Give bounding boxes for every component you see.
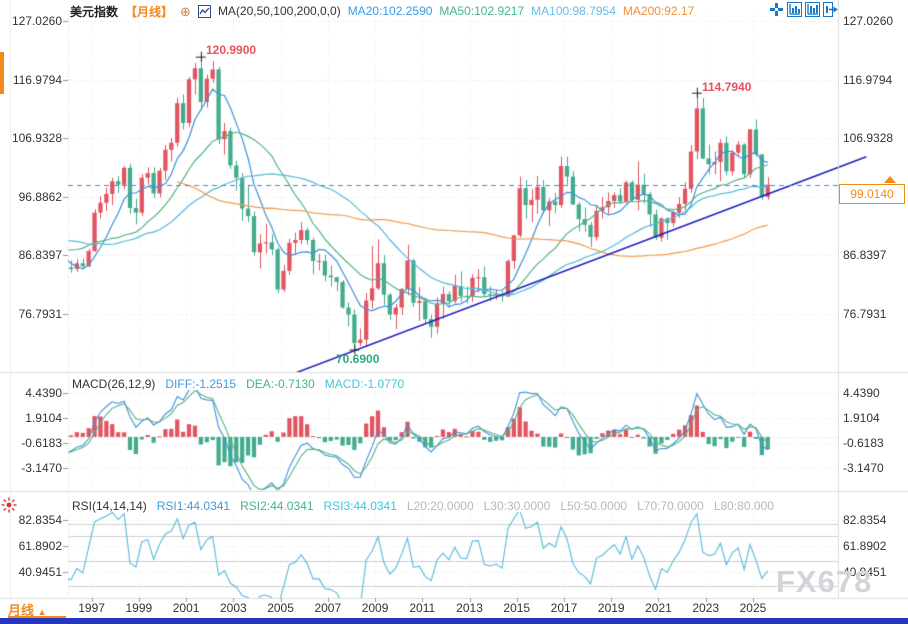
ma-params-label: MA(20,50,100,200,0,0) [217, 4, 341, 18]
ma50-value: MA50:102.9217 [439, 4, 525, 18]
rsi-l80-label: L80:80.000 [713, 499, 774, 513]
period-tag[interactable]: 【月线】 [125, 4, 174, 19]
pan-right-icon[interactable] [823, 2, 838, 17]
rsi-l70-label: L70:70.0000 [637, 499, 704, 513]
price-marker-triangle-icon [884, 176, 896, 183]
tab-monthly-label: 月线 [8, 603, 35, 618]
rsi3-value: RSI3:44.0341 [323, 499, 397, 513]
ma100-value: MA100:98.7954 [531, 4, 616, 18]
rsi-l20-label: L20:20.0000 [406, 499, 474, 513]
macd-params-label: MACD(26,12,9) [72, 377, 156, 391]
add-overlay-icon[interactable]: ⊕ [180, 3, 191, 19]
axis-scale-left-icon[interactable] [787, 2, 802, 17]
rsi2-value: RSI2:44.0341 [240, 499, 314, 513]
chart-type-icon[interactable] [197, 4, 211, 18]
symbol-title: 美元指数 [70, 4, 119, 19]
indicator-settings-icon[interactable] [1, 497, 17, 513]
rsi-l50-label: L50:50.0000 [560, 499, 628, 513]
macd-diff-value: DIFF:-1.2515 [165, 377, 237, 391]
tab-monthly[interactable]: 月线 ▲ [8, 600, 47, 619]
tab-arrow-icon: ▲ [37, 607, 47, 617]
rsi-params-label: RSI(14,14,14) [72, 499, 147, 513]
macd-value: MACD:-1.0770 [324, 377, 405, 391]
macd-header: MACD(26,12,9) DIFF:-1.2515 DEA:-0.7130 M… [72, 377, 404, 391]
rsi-l30-label: L30:30.0000 [483, 499, 551, 513]
tab-active-underline [8, 616, 66, 618]
chart-toolbar [769, 2, 838, 17]
bottom-bar [0, 618, 908, 624]
ma20-value: MA20:102.2590 [347, 4, 433, 18]
move-icon[interactable] [769, 2, 784, 17]
macd-dea-value: DEA:-0.7130 [246, 377, 315, 391]
ma200-value: MA200:92.17 [622, 4, 695, 18]
chart-header: 美元指数 【月线】 ⊕ MA(20,50,100,200,0,0) MA20:1… [70, 3, 694, 19]
axis-scale-right-icon[interactable] [805, 2, 820, 17]
left-accent-strip [0, 52, 4, 94]
rsi1-value: RSI1:44.0341 [156, 499, 231, 513]
rsi-header: RSI(14,14,14) RSI1:44.0341 RSI2:44.0341 … [72, 499, 774, 513]
current-price-badge: 99.0140 [839, 184, 905, 204]
